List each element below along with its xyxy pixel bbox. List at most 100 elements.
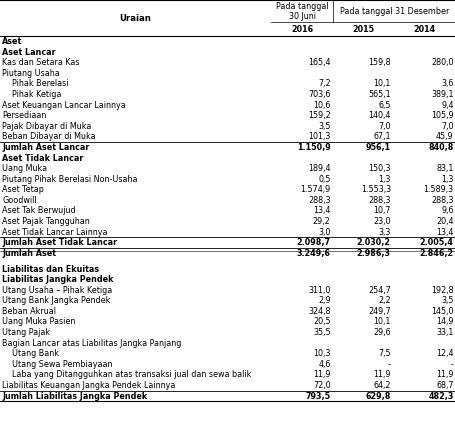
Text: Aset Lancar: Aset Lancar <box>2 48 56 57</box>
Text: 7,0: 7,0 <box>378 122 390 131</box>
Text: Pihak Berelasi: Pihak Berelasi <box>2 79 69 89</box>
Text: 311,0: 311,0 <box>308 286 330 295</box>
Text: Aset Tidak Lancar: Aset Tidak Lancar <box>2 153 83 162</box>
Text: 10,1: 10,1 <box>373 79 390 89</box>
Text: 64,2: 64,2 <box>373 381 390 390</box>
Text: Jumlah Aset: Jumlah Aset <box>2 249 56 258</box>
Text: 482,3: 482,3 <box>427 391 453 400</box>
Text: 1.150,9: 1.150,9 <box>296 143 330 152</box>
Text: 140,4: 140,4 <box>368 111 390 120</box>
Text: 324,8: 324,8 <box>308 307 330 316</box>
Text: 189,4: 189,4 <box>308 164 330 173</box>
Text: 3,3: 3,3 <box>378 228 390 237</box>
Text: 20,4: 20,4 <box>435 217 453 226</box>
Text: Piutang Pihak Berelasi Non-Usaha: Piutang Pihak Berelasi Non-Usaha <box>2 175 137 184</box>
Text: 35,5: 35,5 <box>312 328 330 337</box>
Text: 1,3: 1,3 <box>440 175 453 184</box>
Text: Beban Akrual: Beban Akrual <box>2 307 56 316</box>
Text: 629,8: 629,8 <box>364 391 390 400</box>
Text: 2016: 2016 <box>290 25 313 34</box>
Text: Aset Tetap: Aset Tetap <box>2 185 44 194</box>
Text: 68,7: 68,7 <box>435 381 453 390</box>
Text: 2,2: 2,2 <box>377 296 390 305</box>
Text: 2014: 2014 <box>413 25 435 34</box>
Text: 0,5: 0,5 <box>318 175 330 184</box>
Text: 13,4: 13,4 <box>435 228 453 237</box>
Text: 11,9: 11,9 <box>373 370 390 379</box>
Text: 254,7: 254,7 <box>367 286 390 295</box>
Text: 13,4: 13,4 <box>313 206 330 216</box>
Text: 1.574,9: 1.574,9 <box>300 185 330 194</box>
Text: Liabilitas Jangka Pendek: Liabilitas Jangka Pendek <box>2 275 114 284</box>
Text: Jumlah Liabilitas Jangka Pendek: Jumlah Liabilitas Jangka Pendek <box>2 391 147 400</box>
Text: 9,4: 9,4 <box>440 101 453 110</box>
Text: Laba yang Ditangguhkan atas transaksi jual dan sewa balik: Laba yang Ditangguhkan atas transaksi ju… <box>2 370 251 379</box>
Text: 72,0: 72,0 <box>312 381 330 390</box>
Text: 2.030,2: 2.030,2 <box>356 238 390 247</box>
Text: -: - <box>450 360 453 369</box>
Text: -: - <box>387 360 390 369</box>
Text: 7,0: 7,0 <box>440 122 453 131</box>
Text: Utang Bank: Utang Bank <box>2 349 59 358</box>
Text: Uraian: Uraian <box>120 14 151 22</box>
Text: 249,7: 249,7 <box>367 307 390 316</box>
Text: 7,5: 7,5 <box>377 349 390 358</box>
Text: 14,9: 14,9 <box>435 318 453 327</box>
Text: Persediaan: Persediaan <box>2 111 46 120</box>
Text: 703,6: 703,6 <box>308 90 330 99</box>
Text: Goodwill: Goodwill <box>2 196 37 205</box>
Text: Pada tanggal
30 Juni: Pada tanggal 30 Juni <box>275 2 328 21</box>
Text: 2.846,2: 2.846,2 <box>419 249 453 258</box>
Text: Liabilitas Keuangan Jangka Pendek Lainnya: Liabilitas Keuangan Jangka Pendek Lainny… <box>2 381 175 390</box>
Text: 29,2: 29,2 <box>312 217 330 226</box>
Text: 150,3: 150,3 <box>368 164 390 173</box>
Text: 6,5: 6,5 <box>378 101 390 110</box>
Text: 11,9: 11,9 <box>313 370 330 379</box>
Text: Bagian Lancar atas Liabilitas Jangka Panjang: Bagian Lancar atas Liabilitas Jangka Pan… <box>2 339 181 348</box>
Text: 10,7: 10,7 <box>373 206 390 216</box>
Text: Piutang Usaha: Piutang Usaha <box>2 69 60 78</box>
Text: 105,9: 105,9 <box>430 111 453 120</box>
Text: Aset: Aset <box>2 37 22 46</box>
Text: 67,1: 67,1 <box>373 132 390 141</box>
Text: 3,5: 3,5 <box>440 296 453 305</box>
Text: 10,3: 10,3 <box>313 349 330 358</box>
Text: Utang Bank Jangka Pendek: Utang Bank Jangka Pendek <box>2 296 111 305</box>
Text: Utang Pajak: Utang Pajak <box>2 328 51 337</box>
Text: Pada tanggal 31 Desember: Pada tanggal 31 Desember <box>339 7 448 16</box>
Text: 288,3: 288,3 <box>308 196 330 205</box>
Text: Aset Tidak Lancar Lainnya: Aset Tidak Lancar Lainnya <box>2 228 107 237</box>
Text: Liabilitas dan Ekuitas: Liabilitas dan Ekuitas <box>2 264 99 273</box>
Text: Aset Pajak Tangguhan: Aset Pajak Tangguhan <box>2 217 90 226</box>
Text: 159,8: 159,8 <box>367 58 390 67</box>
Text: 2.986,3: 2.986,3 <box>356 249 390 258</box>
Text: 565,1: 565,1 <box>367 90 390 99</box>
Text: Aset Tak Berwujud: Aset Tak Berwujud <box>2 206 76 216</box>
Text: 7,2: 7,2 <box>317 79 330 89</box>
Text: 2.005,4: 2.005,4 <box>419 238 453 247</box>
Text: 3,0: 3,0 <box>318 228 330 237</box>
Text: 9,6: 9,6 <box>440 206 453 216</box>
Text: Pihak Ketiga: Pihak Ketiga <box>2 90 61 99</box>
Text: 145,0: 145,0 <box>430 307 453 316</box>
Text: 33,1: 33,1 <box>435 328 453 337</box>
Text: 1.589,3: 1.589,3 <box>423 185 453 194</box>
Text: 45,9: 45,9 <box>435 132 453 141</box>
Text: 3.249,6: 3.249,6 <box>296 249 330 258</box>
Text: 11,9: 11,9 <box>435 370 453 379</box>
Text: 1,3: 1,3 <box>378 175 390 184</box>
Text: 12,4: 12,4 <box>435 349 453 358</box>
Text: 165,4: 165,4 <box>308 58 330 67</box>
Text: 29,6: 29,6 <box>372 328 390 337</box>
Text: 101,3: 101,3 <box>308 132 330 141</box>
Text: 23,0: 23,0 <box>373 217 390 226</box>
Text: Uang Muka: Uang Muka <box>2 164 47 173</box>
Text: Aset Keuangan Lancar Lainnya: Aset Keuangan Lancar Lainnya <box>2 101 126 110</box>
Text: Jumlah Aset Lancar: Jumlah Aset Lancar <box>2 143 90 152</box>
Text: 956,1: 956,1 <box>365 143 390 152</box>
Text: 1.553,3: 1.553,3 <box>360 185 390 194</box>
Text: Beban Dibayar di Muka: Beban Dibayar di Muka <box>2 132 96 141</box>
Text: 2015: 2015 <box>351 25 373 34</box>
Text: 4,6: 4,6 <box>318 360 330 369</box>
Text: 10,6: 10,6 <box>313 101 330 110</box>
